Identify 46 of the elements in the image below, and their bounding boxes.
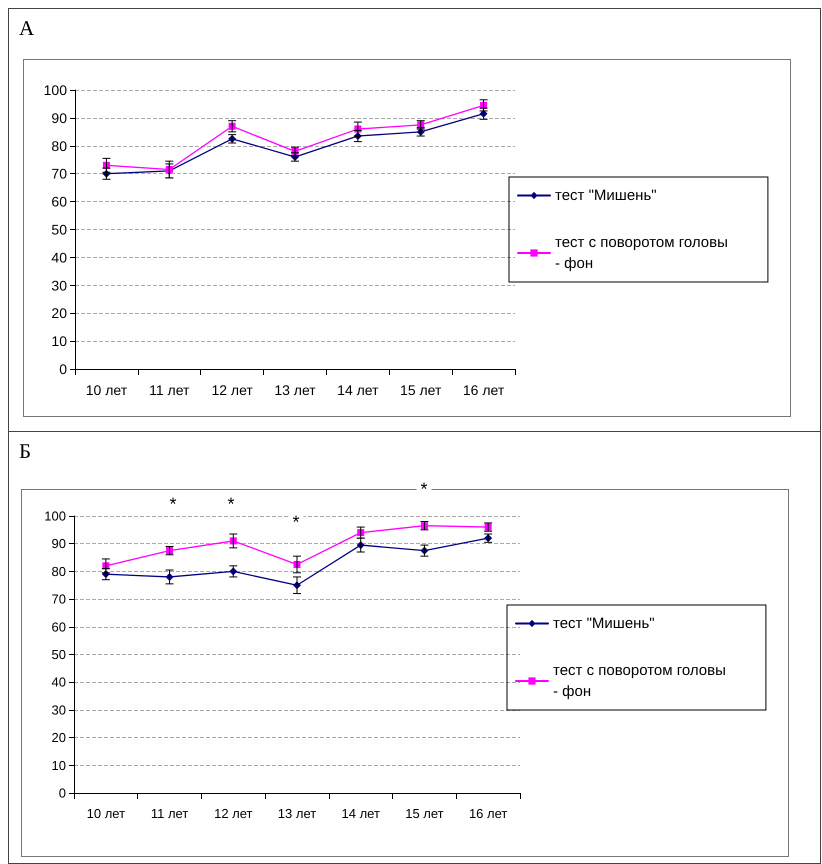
y-tick-label: 30 — [51, 277, 68, 294]
x-tick-label: 10 лет — [86, 382, 128, 398]
y-tick-label: 80 — [51, 138, 68, 154]
x-tick-label: 13 лет — [274, 382, 316, 398]
legend-label: тест с поворотом головы - фон — [555, 234, 728, 272]
x-tick-label: 15 лет — [400, 382, 442, 398]
y-tick-label: 90 — [51, 110, 68, 126]
legend-label: тест "Мишень" — [553, 615, 655, 632]
legend-label: тест с поворотом головы - фон — [553, 662, 726, 700]
y-tick-label: 20 — [52, 730, 66, 746]
y-tick-label: 10 — [51, 333, 68, 350]
x-tick-label: 16 лет — [468, 806, 508, 821]
y-tick-label: 70 — [51, 166, 68, 182]
y-tick-label: 50 — [52, 647, 66, 662]
y-tick-label: 60 — [52, 619, 66, 634]
y-tick-label: 100 — [44, 508, 66, 524]
y-tick-label: 10 — [52, 758, 66, 773]
y-tick-label: 0 — [58, 786, 66, 800]
y-tick-label: 90 — [52, 536, 66, 552]
y-tick-label: 40 — [51, 249, 68, 266]
y-tick-label: 100 — [44, 82, 68, 98]
chart-title: А — [19, 16, 34, 41]
x-tick-label: 10 лет — [86, 806, 126, 821]
x-tick-label: 14 лет — [337, 382, 380, 398]
legend-label: тест "Мишень" — [555, 187, 657, 204]
x-tick-label: 11 лет — [150, 806, 188, 821]
y-tick-label: 30 — [52, 702, 66, 718]
x-tick-label: 16 лет — [462, 382, 505, 398]
text: * — [416, 479, 432, 499]
y-tick-label: 70 — [52, 592, 66, 607]
y-tick-label: 80 — [52, 564, 66, 579]
x-tick-label: 12 лет — [214, 806, 253, 821]
y-tick-label: 0 — [59, 361, 68, 377]
chart-title: Б — [19, 439, 32, 464]
y-tick-label: 20 — [51, 305, 68, 322]
y-tick-label: 50 — [51, 222, 68, 238]
y-tick-label: 40 — [52, 674, 66, 690]
x-tick-label: 13 лет — [278, 806, 316, 821]
annotation: * — [288, 512, 304, 532]
x-tick-label: 12 лет — [211, 382, 254, 398]
x-tick-label: 11 лет — [149, 382, 190, 398]
text: * — [165, 494, 181, 514]
x-tick-label: 14 лет — [342, 806, 380, 821]
text: * — [223, 494, 239, 514]
y-tick-label: 60 — [51, 194, 68, 210]
x-tick-label: 15 лет — [405, 806, 444, 821]
